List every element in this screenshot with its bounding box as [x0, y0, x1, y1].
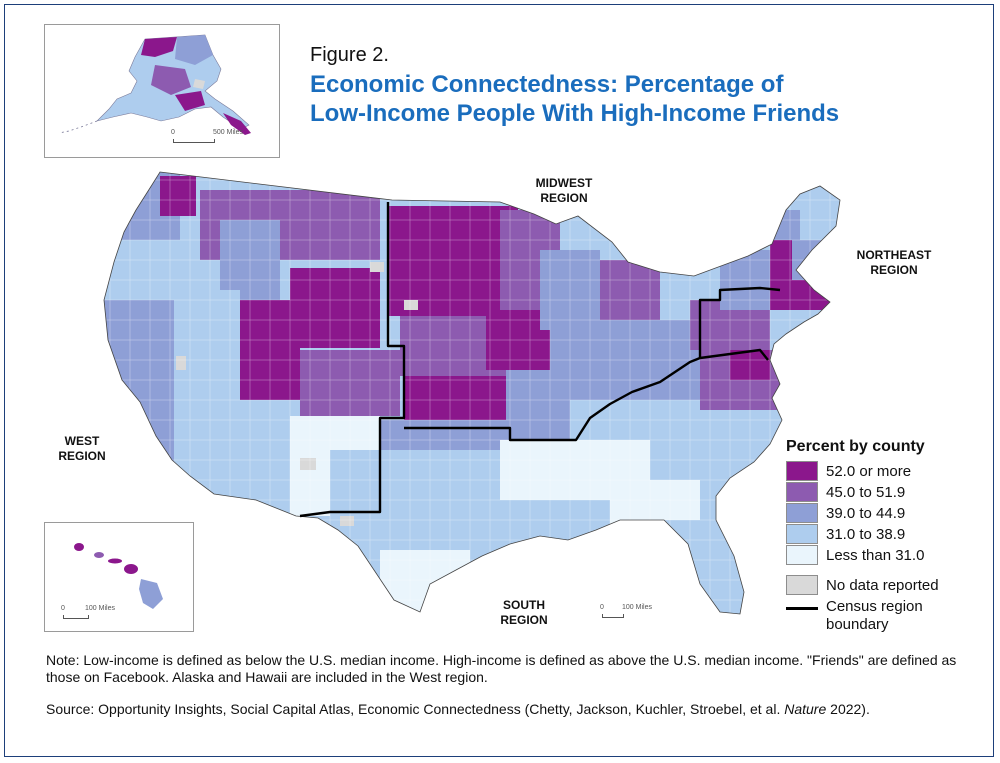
south-label-line2: REGION: [500, 613, 548, 627]
legend-boundary-line: [786, 607, 818, 610]
legend-boundary-line1: Census region: [826, 598, 923, 615]
source-suffix: 2022).: [826, 701, 870, 717]
legend-swatch: [786, 461, 818, 481]
no-data-nebraska: [404, 300, 418, 310]
west-boundary: [299, 202, 406, 518]
nh-vt-purple: [770, 240, 792, 310]
legend-label: 52.0 or more: [826, 462, 912, 480]
hawaii-map: [74, 543, 163, 609]
alaska-map: [58, 34, 251, 135]
south-texas-fill: [380, 550, 470, 614]
figure-frame: [4, 4, 994, 757]
legend-swatch: [786, 524, 818, 544]
no-data-west-texas: [340, 516, 354, 526]
midwest-south-boundary: [404, 356, 701, 442]
florida-fill: [660, 520, 750, 614]
south-northeast-boundary: [699, 348, 769, 361]
south-region-label: SOUTH REGION: [484, 598, 564, 628]
nevada-fill: [176, 290, 240, 400]
hawaii-kauai: [74, 543, 84, 551]
title-line-1: Economic Connectedness: Percentage of: [310, 71, 784, 98]
legend-title: Percent by county: [786, 438, 925, 455]
legend-swatch: [786, 482, 818, 502]
alaska-southcentral: [175, 91, 205, 111]
no-data-texas: [300, 458, 316, 470]
northeast-label-line1: NORTHEAST: [856, 248, 932, 262]
legend-item: 52.0 or more: [786, 460, 911, 482]
alaska-panhandle: [223, 113, 251, 135]
page-title: Economic Connectedness: Percentage of Lo…: [310, 70, 839, 128]
legend-label-no-data: No data reported: [826, 576, 939, 594]
northeast-region-label: NORTHEAST REGION: [846, 248, 942, 278]
arizona-fill: [200, 400, 290, 500]
source-prefix: Source: Opportunity Insights, Social Cap…: [46, 701, 785, 717]
nw-wa-purple: [160, 176, 196, 216]
legend-item: 39.0 to 44.9: [786, 502, 905, 524]
legend-boundary: Census region boundary: [786, 598, 923, 638]
legend-label: 45.0 to 51.9: [826, 483, 906, 501]
source-journal: Nature: [784, 701, 827, 717]
alaska-scale-bar: [173, 139, 215, 143]
legend-item: Less than 31.0: [786, 544, 924, 566]
west-label-line2: REGION: [58, 449, 106, 463]
midwest-label-line2: REGION: [540, 191, 588, 205]
source-text: Source: Opportunity Insights, Social Cap…: [46, 701, 966, 718]
legend-swatch-no-data: [786, 575, 818, 595]
legend-boundary-label: Census region boundary: [826, 598, 923, 634]
wyoming-fill: [290, 268, 380, 348]
legend-boundary-line2: boundary: [826, 616, 889, 633]
midwest-label-line1: MIDWEST: [535, 176, 593, 190]
no-data-montana: [370, 262, 384, 272]
figure-label: Figure 2.: [310, 44, 389, 66]
missouri-fill: [506, 370, 576, 440]
alaska-inset: 0 500 Miles: [44, 24, 280, 158]
hawaii-big-island: [139, 579, 163, 609]
legend-item: 45.0 to 51.9: [786, 481, 905, 503]
no-data-nevada: [176, 356, 186, 370]
hawaii-scale-label: 100 Miles: [85, 605, 115, 612]
legend-item: 31.0 to 38.9: [786, 523, 905, 545]
legend-label: 31.0 to 38.9: [826, 525, 906, 543]
maine-fill: [800, 190, 840, 240]
hawaii-maui: [124, 564, 138, 574]
legend-swatch: [786, 503, 818, 523]
midwest-region-label: MIDWEST REGION: [524, 176, 604, 206]
hawaii-inset: 0 100 Miles: [44, 522, 194, 632]
hawaii-oahu: [94, 552, 104, 558]
hawaii-scale-bar: [63, 615, 89, 619]
mainland-scale-zero: 0: [600, 604, 604, 611]
hawaii-scale-zero: 0: [61, 605, 65, 612]
alaska-no-data: [193, 79, 205, 89]
hawaii-molokai: [108, 558, 122, 564]
alaska-scale-zero: 0: [171, 129, 175, 136]
mainland-scale-label: 100 Miles: [622, 604, 652, 611]
alaska-central: [151, 65, 191, 95]
northeast-boundary: [698, 286, 781, 358]
west-region-label: WEST REGION: [42, 434, 122, 464]
county-fill-layer: [104, 172, 840, 614]
alaska-interior: [175, 35, 213, 65]
alaska-scale-label: 500 Miles: [213, 129, 243, 136]
census-region-boundaries: [299, 202, 781, 518]
mainland-scale-bar: [602, 614, 624, 618]
legend-swatch: [786, 545, 818, 565]
legend-label: Less than 31.0: [826, 546, 925, 564]
legend-no-data: No data reported: [786, 574, 939, 596]
dakotas-fill: [388, 206, 518, 316]
oregon-fill: [110, 240, 180, 300]
south-label-line1: SOUTH: [503, 598, 545, 612]
northeast-label-line2: REGION: [870, 263, 918, 277]
carolinas-fill: [650, 420, 780, 480]
note-text: Note: Low-income is defined as below the…: [46, 652, 957, 685]
title-line-2: Low-Income People With High-Income Frien…: [310, 100, 840, 127]
legend-label: 39.0 to 44.9: [826, 504, 906, 522]
west-label-line1: WEST: [64, 434, 100, 448]
alaska-north-slope: [141, 37, 177, 57]
